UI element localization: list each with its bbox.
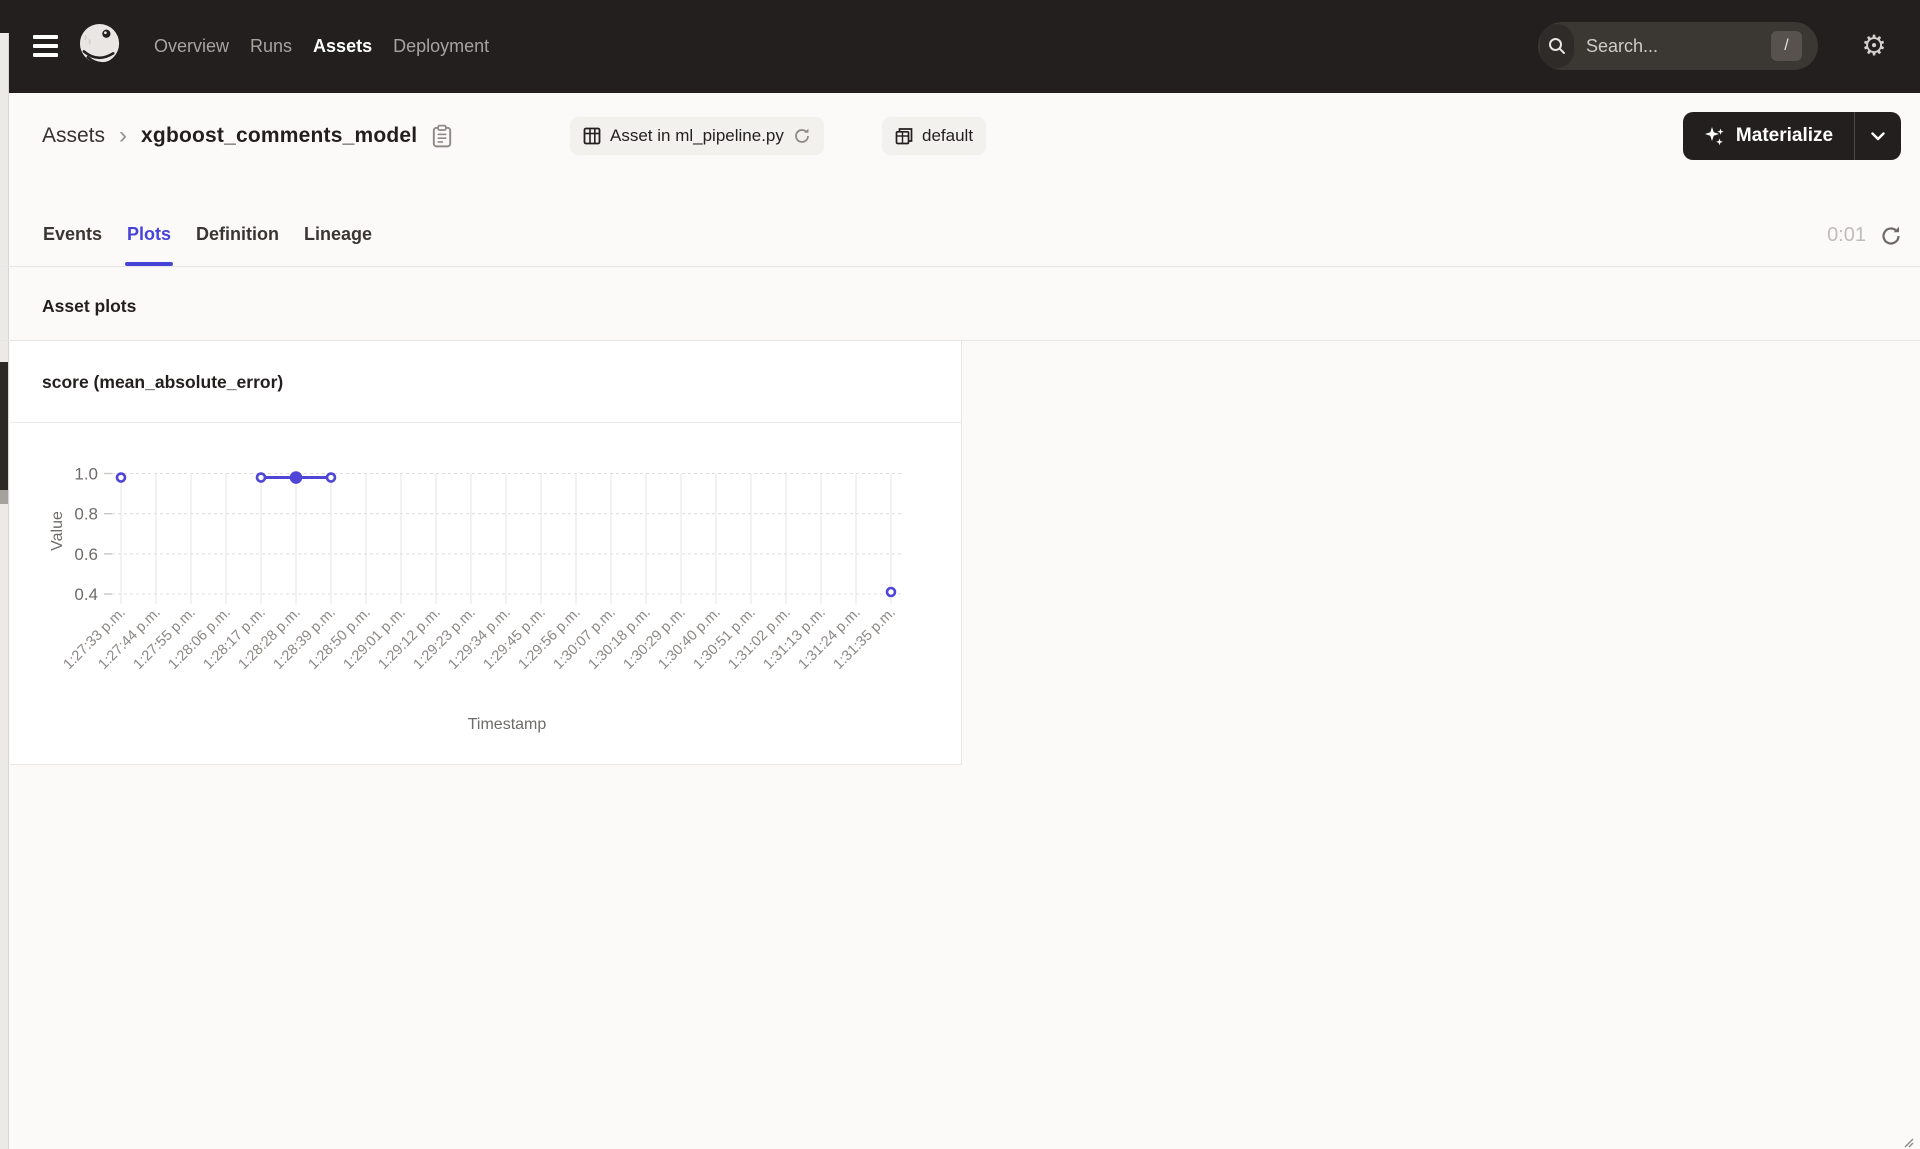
y-tick-label: 1.0: [74, 465, 98, 484]
hamburger-menu-icon[interactable]: [33, 35, 58, 57]
data-point[interactable]: [325, 472, 337, 483]
data-point[interactable]: [289, 471, 303, 484]
asset-location-button[interactable]: Asset in ml_pipeline.py: [570, 117, 824, 155]
tab-events[interactable]: Events: [43, 224, 103, 244]
plot-card-divider: [10, 422, 962, 423]
global-search[interactable]: /: [1538, 22, 1818, 70]
page-title: xgboost_comments_model: [141, 124, 418, 147]
materialize-button[interactable]: Materialize: [1683, 112, 1855, 160]
materialize-dropdown-button[interactable]: [1855, 112, 1901, 160]
nav-item-deployment[interactable]: Deployment: [393, 36, 490, 56]
x-axis-label: Timestamp: [468, 716, 547, 733]
y-axis-label: Value: [49, 511, 66, 551]
chevron-down-icon: [1871, 131, 1885, 140]
tab-lineage[interactable]: Lineage: [304, 224, 373, 244]
left-edge-strip: [0, 33, 9, 1149]
top-nav-bar: Overview Runs Assets Deployment / ⚙: [0, 0, 1920, 93]
asset-group-icon: [895, 128, 913, 145]
breadcrumb: Assets › xgboost_comments_model: [42, 112, 453, 160]
search-shortcut-key: /: [1771, 31, 1802, 61]
section-title: Asset plots: [42, 296, 137, 316]
plot-card: [10, 341, 962, 765]
search-input[interactable]: [1574, 35, 1818, 57]
auto-refresh-control: 0:01: [1827, 224, 1902, 247]
chart-title: score (mean_absolute_error): [42, 372, 284, 392]
tab-plots[interactable]: Plots: [125, 218, 174, 266]
copy-asset-name-icon[interactable]: [431, 124, 453, 148]
reload-location-icon[interactable]: [793, 127, 811, 145]
y-tick-label: 0.4: [74, 585, 98, 604]
y-tick-label: 0.8: [74, 505, 98, 524]
nav-item-assets[interactable]: Assets: [313, 36, 373, 56]
asset-location-label: Asset in ml_pipeline.py: [610, 126, 784, 145]
gear-icon[interactable]: ⚙: [1861, 30, 1887, 61]
materialize-split-button: Materialize: [1683, 112, 1901, 160]
tab-definition[interactable]: Definition: [196, 224, 280, 244]
dagster-logo[interactable]: [77, 22, 124, 69]
asset-group-label: default: [922, 126, 974, 145]
refresh-countdown: 0:01: [1827, 224, 1866, 246]
nav-item-runs[interactable]: Runs: [250, 36, 293, 56]
metric-line-chart[interactable]: 1.00.80.60.41:27:33 p.m.1:27:44 p.m.1:27…: [0, 422, 962, 765]
data-point[interactable]: [885, 586, 897, 598]
asset-group-tag[interactable]: default: [882, 117, 987, 155]
materialize-label: Materialize: [1735, 125, 1834, 146]
nav-item-overview[interactable]: Overview: [154, 36, 230, 56]
breadcrumb-assets-link[interactable]: Assets: [42, 124, 106, 147]
section-divider: [0, 340, 1920, 341]
search-icon: [1540, 24, 1574, 68]
y-tick-label: 0.6: [74, 545, 98, 564]
refresh-icon[interactable]: [1880, 225, 1902, 247]
window-resize-handle[interactable]: [1902, 1136, 1914, 1148]
data-point[interactable]: [255, 472, 267, 483]
code-location-grid-icon: [583, 127, 601, 145]
asset-tabs: Events Plots Definition Lineage: [43, 218, 372, 266]
data-point[interactable]: [115, 472, 127, 483]
breadcrumb-separator-icon: ›: [119, 122, 128, 149]
sparkle-icon: [1704, 127, 1724, 146]
tabbar-divider: [0, 266, 1920, 267]
primary-nav: Overview Runs Assets Deployment: [154, 0, 489, 93]
